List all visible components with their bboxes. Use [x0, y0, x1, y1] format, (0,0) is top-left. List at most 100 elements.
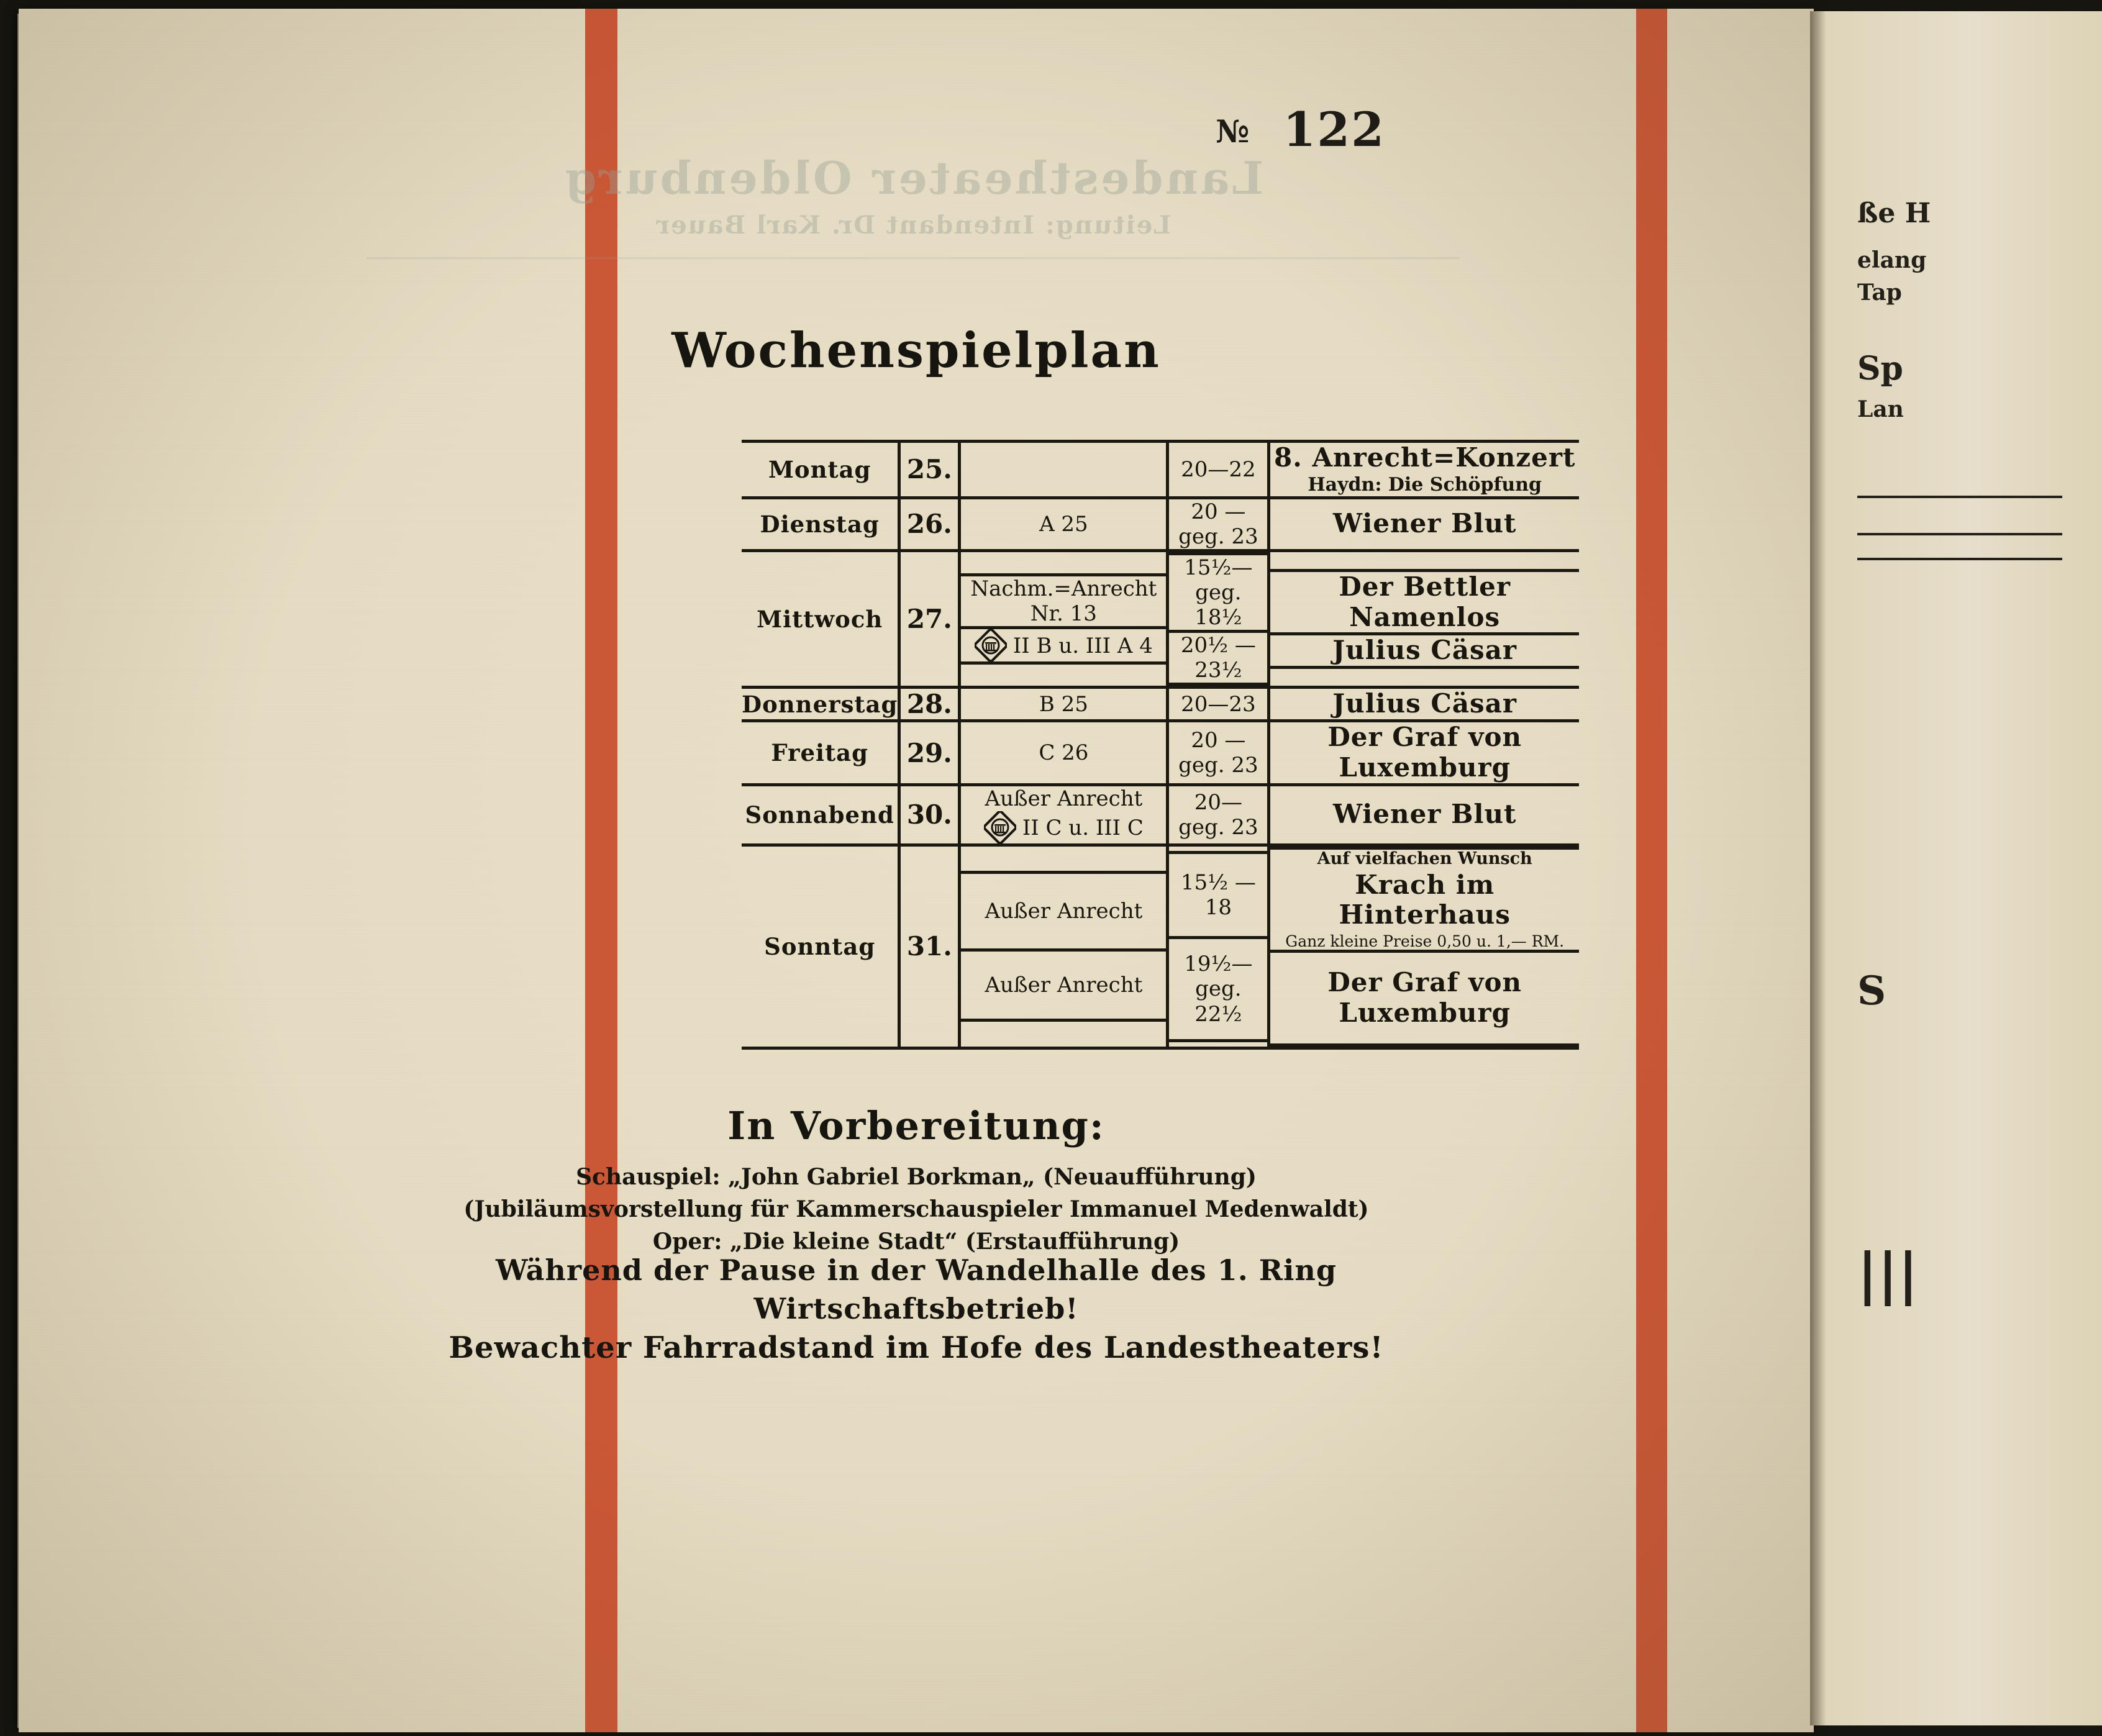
subscription-cell — [959, 440, 1170, 499]
program-page: № 122 Landestheater Oldenburg Leitung: In… — [19, 9, 1814, 1732]
in-preparation-heading: In Vorbereitung: — [727, 1103, 1105, 1148]
table-row: Montag 25. 20—22 8. Anrecht=Konzert Hayd… — [742, 440, 1579, 499]
subscription-cell: B 25 — [959, 686, 1170, 723]
subscription-cell: Nachm.=Anrecht Nr. 13 — [959, 548, 1170, 689]
show-subrow: Julius Cäsar — [1270, 632, 1579, 670]
time-cell: 20 — geg. 23 — [1167, 496, 1271, 552]
time-cell: 20 — geg. 23 — [1167, 719, 1271, 786]
time-subrow: 19½— geg. 22½ — [1169, 936, 1268, 1042]
show-title: 8. Anrecht=Konzert — [1274, 442, 1576, 473]
show-subtitle: Haydn: Die Schöpfung — [1308, 473, 1542, 496]
adjacent-fragment: ße H — [1857, 198, 1931, 229]
show-cell: Julius Cäsar — [1268, 686, 1579, 723]
day-name: Freitag — [742, 719, 901, 786]
time-line-1: 19½— — [1184, 952, 1253, 977]
adjacent-page-column: ße H elang Tap Sp Lan S ||| — [1857, 11, 2102, 1725]
adjacent-fragment: Tap — [1857, 279, 1902, 306]
subscription-text: II C u. III C — [1022, 815, 1144, 840]
time-cell: 15½ — 18 19½— geg. 22½ — [1167, 843, 1271, 1050]
time-subrow: 20½ — 23½ — [1169, 630, 1268, 686]
day-date: 30. — [899, 783, 962, 847]
in-preparation-line: (Jubiläumsvorstellung für Kammerschauspi… — [463, 1196, 1369, 1223]
showthrough-line-1: Landestheater Oldenburg — [563, 152, 1263, 204]
table-row: Freitag 29. C 26 20 — geg. 23 Der Graf v… — [742, 719, 1579, 786]
day-name: Dienstag — [742, 496, 901, 552]
page-title: Wochenspielplan — [671, 322, 1161, 379]
time-line-1: 20 — — [1191, 727, 1246, 753]
bicycle-notice: Bewachter Fahrradstand im Hofe des Lande… — [448, 1330, 1384, 1365]
time-line-2: geg. 22½ — [1194, 976, 1242, 1027]
in-preparation-line: Oper: „Die kleine Stadt“ (Erstaufführung… — [652, 1229, 1180, 1255]
in-preparation-list: Schauspiel: „John Gabriel Borkman„ (Neua… — [19, 1161, 1814, 1258]
showthrough-rule — [366, 257, 1460, 259]
issue-number: 122 — [1283, 102, 1385, 157]
time-cell: 15½— geg. 18½ 20½ — 23½ — [1167, 548, 1271, 689]
time-line-1: 15½ — — [1180, 870, 1256, 896]
table-row: Dienstag 26. A 25 20 — geg. 23 Wiener Bl… — [742, 496, 1579, 552]
subscription-cell: C 26 — [959, 719, 1170, 786]
day-name: Sonnabend — [742, 783, 901, 847]
subscription-line-1: Nachm.=Anrecht — [970, 576, 1157, 601]
time-cell: 20—23 — [1167, 686, 1271, 723]
theater-league-emblem-icon — [973, 628, 1008, 663]
time-line-2: geg. 23 — [1178, 753, 1258, 778]
time-line-1: 20 — — [1191, 499, 1246, 524]
day-name: Sonntag — [742, 843, 901, 1050]
verso-showthrough: Landestheater Oldenburg Leitung: Intenda… — [366, 152, 1460, 259]
subscription-line-2-wrap: II C u. III C — [961, 810, 1166, 845]
right-adjacent-page: ße H elang Tap Sp Lan S ||| — [1810, 11, 2102, 1725]
table-row: Sonnabend 30. Außer Anrecht — [742, 783, 1579, 847]
time-line-1: 15½— — [1184, 555, 1253, 580]
adjacent-fragment: Lan — [1857, 396, 1904, 422]
adjacent-fragment: elang — [1857, 247, 1927, 273]
showthrough-line-2: Leitung: Intendant Dr. Karl Bauer — [655, 211, 1172, 240]
show-subrow: Der Bettler Namenlos — [1270, 568, 1579, 635]
time-subrow: 15½— geg. 18½ — [1169, 552, 1268, 633]
subscription-subrow: II B u. III A 4 — [961, 626, 1167, 665]
subscription-line-1: Außer Anrecht — [985, 786, 1143, 811]
subscription-cell: Außer Anrecht Außer Anrecht — [959, 843, 1170, 1050]
time-subrow: 15½ — 18 — [1169, 851, 1268, 939]
show-cell: Der Graf von Luxemburg — [1268, 719, 1579, 786]
red-marker-bar-left — [585, 9, 617, 1732]
day-name: Montag — [742, 440, 901, 499]
table-row: Mittwoch 27. Nachm.=Anrecht Nr. 13 — [742, 548, 1579, 689]
day-date: 25. — [899, 440, 962, 499]
time-cell: 20—22 — [1167, 440, 1271, 499]
adjacent-fragment: ||| — [1857, 1241, 1919, 1307]
time-line-2: geg. 23 — [1178, 814, 1258, 840]
adjacent-fragment: S — [1857, 968, 1886, 1014]
adjacent-rule — [1857, 496, 2062, 498]
adjacent-rule — [1857, 533, 2062, 535]
show-cell: 8. Anrecht=Konzert Haydn: Die Schöpfung — [1268, 440, 1579, 499]
issue-no-label: № — [1215, 113, 1251, 150]
weekly-schedule-table: Montag 25. 20—22 8. Anrecht=Konzert Hayd… — [742, 440, 1579, 1050]
show-subrow: Auf vielfachen Wunsch Krach im Hinterhau… — [1270, 846, 1579, 953]
red-marker-bar-right — [1636, 9, 1667, 1732]
show-note-bottom: Ganz kleine Preise 0,50 u. 1,— RM. — [1285, 932, 1565, 950]
show-cell: Wiener Blut — [1268, 783, 1579, 847]
time-line-2: 18 — [1204, 895, 1232, 920]
adjacent-rule — [1857, 558, 2062, 560]
time-line-2: geg. 23 — [1178, 524, 1258, 549]
time-line-1: 20½ — — [1180, 633, 1256, 658]
page-content: № 122 Landestheater Oldenburg Leitung: In… — [19, 9, 1814, 1732]
time-line-2: geg. 18½ — [1194, 579, 1242, 630]
theater-league-emblem-icon — [983, 810, 1017, 845]
show-title: Krach im Hinterhaus — [1339, 869, 1511, 930]
book-gutter-shadow — [1810, 11, 1826, 1725]
show-cell: Wiener Blut — [1268, 496, 1579, 552]
day-name: Donnerstag — [742, 686, 901, 723]
show-subrow: Der Graf von Luxemburg — [1270, 950, 1579, 1047]
subscription-cell: Außer Anrecht — [959, 783, 1170, 847]
show-cell: Auf vielfachen Wunsch Krach im Hinterhau… — [1268, 843, 1579, 1050]
pause-notice: Während der Pause in der Wandelhalle des… — [19, 1251, 1814, 1328]
time-line-2: 23½ — [1194, 658, 1242, 683]
show-cell: Der Bettler Namenlos Julius Cäsar — [1268, 548, 1579, 689]
pause-notice-line-2: Wirtschaftsbetrieb! — [753, 1292, 1079, 1326]
subscription-subrow: Außer Anrecht — [961, 871, 1167, 952]
table-row: Sonntag 31. Außer Anrecht Außer Anrecht — [742, 843, 1579, 1050]
folio-number: № 122 — [1216, 102, 1385, 157]
table-row: Donnerstag 28. B 25 20—23 Julius Cäsar — [742, 686, 1579, 723]
